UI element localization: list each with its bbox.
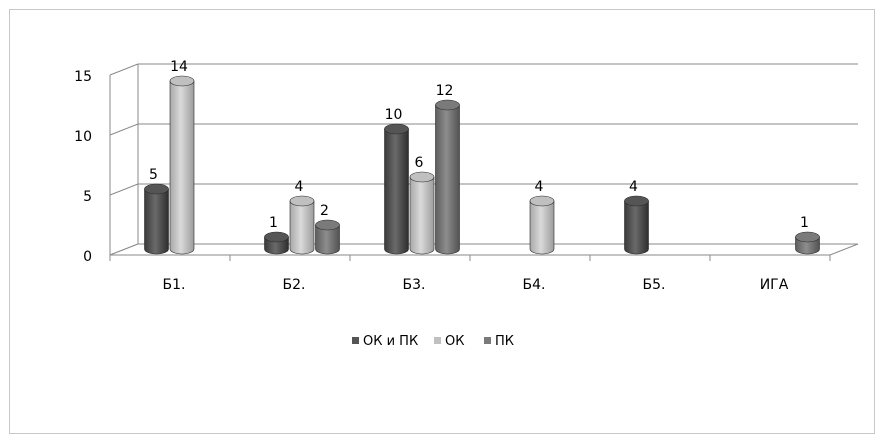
chart-area: 0 5 10 15 Б1. Б2. Б3. Б4. Б5. ИГА 5 1 10 4 14 4 6 4 2 12 1 … bbox=[9, 9, 875, 434]
data-label: 4 bbox=[295, 179, 304, 195]
data-label: 10 bbox=[385, 107, 403, 123]
x-tick-label: ИГА bbox=[760, 277, 789, 293]
bar-top bbox=[409, 171, 435, 183]
bar-body bbox=[289, 200, 315, 255]
y-tick-label: 15 bbox=[74, 69, 92, 85]
bar bbox=[409, 171, 435, 255]
bar-body bbox=[315, 224, 340, 255]
gridline-side-10 bbox=[109, 123, 139, 136]
bar bbox=[435, 99, 460, 255]
bar-body bbox=[624, 200, 649, 255]
x-tick-label: Б3. bbox=[403, 277, 426, 293]
legend: ОК и ПК ОК ПК bbox=[352, 334, 514, 349]
bar-top bbox=[624, 195, 649, 207]
data-label: 6 bbox=[415, 155, 424, 171]
bar-body bbox=[169, 80, 195, 255]
legend-label: ОК и ПК bbox=[363, 334, 418, 349]
bar-body bbox=[144, 188, 169, 255]
bar-top bbox=[289, 195, 315, 207]
bar-body bbox=[409, 176, 435, 255]
data-label: 5 bbox=[149, 167, 158, 183]
bar-top bbox=[169, 75, 195, 87]
legend-item: ОК и ПК bbox=[352, 334, 418, 349]
bar bbox=[169, 75, 195, 255]
bar bbox=[795, 231, 820, 255]
bar-body bbox=[529, 200, 555, 255]
legend-swatch bbox=[434, 337, 441, 344]
gridline-side-15 bbox=[109, 63, 139, 76]
bar-body bbox=[384, 128, 409, 255]
data-label: 4 bbox=[629, 179, 638, 195]
y-tick-label: 10 bbox=[74, 129, 92, 145]
bar bbox=[384, 123, 409, 255]
legend-label: ПК bbox=[495, 334, 514, 349]
legend-swatch bbox=[352, 337, 359, 344]
legend-swatch bbox=[484, 337, 491, 344]
chart-floor bbox=[109, 243, 859, 256]
data-label: 2 bbox=[320, 203, 329, 219]
bar bbox=[529, 195, 555, 255]
gridline-side-5 bbox=[109, 183, 139, 196]
bar-body bbox=[435, 104, 460, 255]
bar-top bbox=[795, 231, 820, 243]
legend-item: ПК bbox=[484, 334, 514, 349]
data-label: 1 bbox=[269, 215, 278, 231]
bar-top bbox=[144, 183, 169, 195]
bar bbox=[624, 195, 649, 255]
bar-top bbox=[435, 99, 460, 111]
bar-top bbox=[384, 123, 409, 135]
data-label: 4 bbox=[535, 179, 544, 195]
bar bbox=[264, 231, 289, 255]
bar-top bbox=[315, 219, 340, 231]
y-tick-label: 0 bbox=[83, 249, 92, 265]
data-label: 12 bbox=[436, 83, 454, 99]
bar bbox=[289, 195, 315, 255]
x-tick-label: Б4. bbox=[523, 277, 546, 293]
bar bbox=[315, 219, 340, 255]
bars-layer bbox=[144, 75, 820, 255]
legend-label: ОК bbox=[445, 334, 464, 349]
legend-item: ОК bbox=[434, 334, 464, 349]
x-tick-label: Б1. bbox=[163, 277, 186, 293]
bar bbox=[144, 183, 169, 255]
bar-top bbox=[529, 195, 555, 207]
x-tick-label: Б2. bbox=[283, 277, 306, 293]
x-tick-label: Б5. bbox=[643, 277, 666, 293]
y-tick-label: 5 bbox=[83, 189, 92, 205]
bar-top bbox=[264, 231, 289, 243]
data-label: 14 bbox=[170, 59, 188, 75]
data-label: 1 bbox=[800, 215, 809, 231]
